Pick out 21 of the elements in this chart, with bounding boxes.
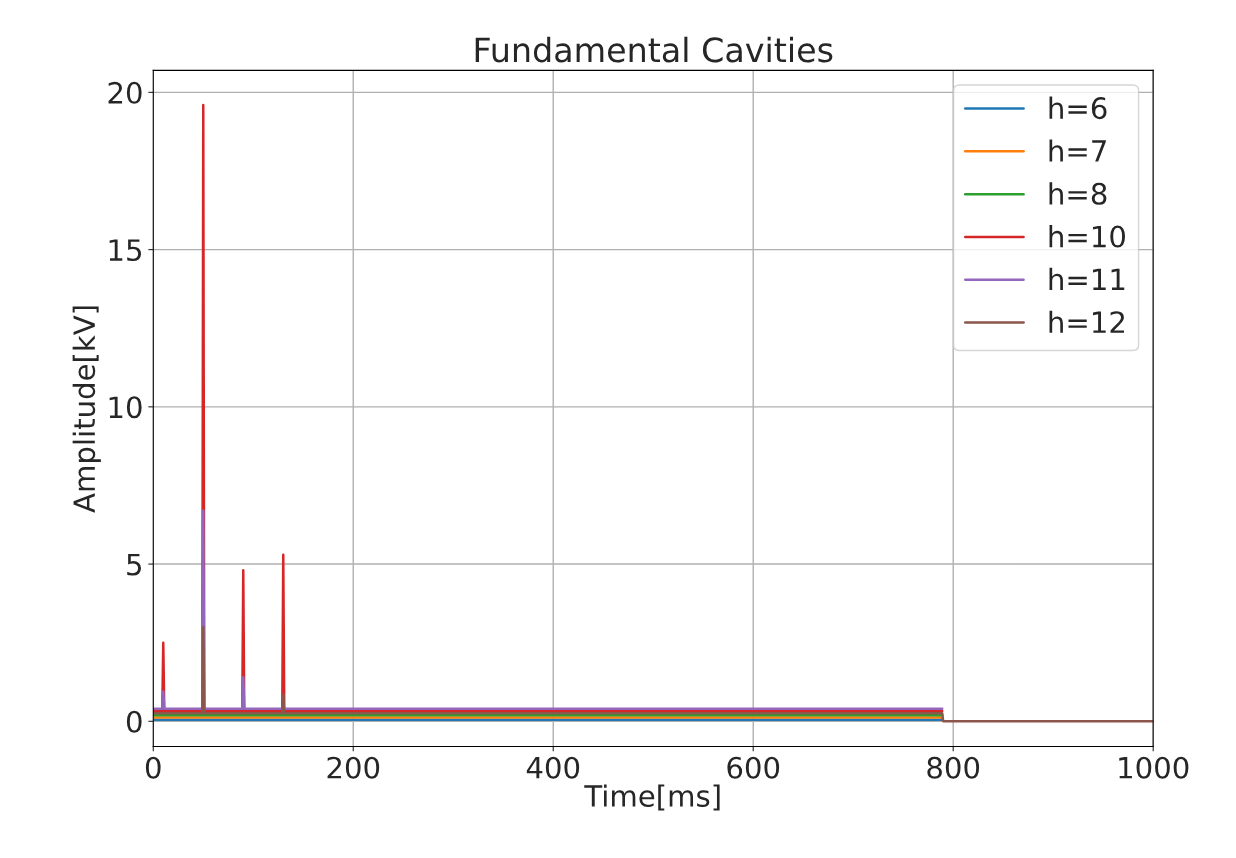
- legend-label: h=11: [1049, 267, 1125, 291]
- legend-label: h=8: [1049, 182, 1107, 205]
- x-tick-label: 1000: [1119, 756, 1189, 779]
- legend-label: h=7: [1049, 139, 1106, 162]
- y-tick-label: 0: [126, 710, 142, 733]
- line-series: [153, 625, 1154, 723]
- chart-title: Fundamental Cavities: [475, 36, 833, 63]
- y-tick-label: 10: [109, 396, 142, 419]
- y-tick-label: 15: [109, 239, 141, 262]
- x-tick-label: 0: [145, 756, 161, 779]
- x-tick-label: 800: [927, 756, 980, 779]
- legend-label: h=6: [1049, 96, 1107, 120]
- y-tick-label: 5: [127, 553, 141, 576]
- y-axis-title: Amplitude[kV]: [72, 306, 101, 513]
- y-tick-label: 20: [108, 81, 142, 104]
- legend-label: h=12: [1049, 310, 1125, 333]
- x-axis-title: Time[ms]: [584, 784, 720, 811]
- x-tick-label: 200: [327, 756, 380, 779]
- legend-label: h=10: [1049, 225, 1125, 248]
- x-tick-label: 400: [526, 756, 580, 779]
- x-tick-label: 600: [727, 756, 780, 779]
